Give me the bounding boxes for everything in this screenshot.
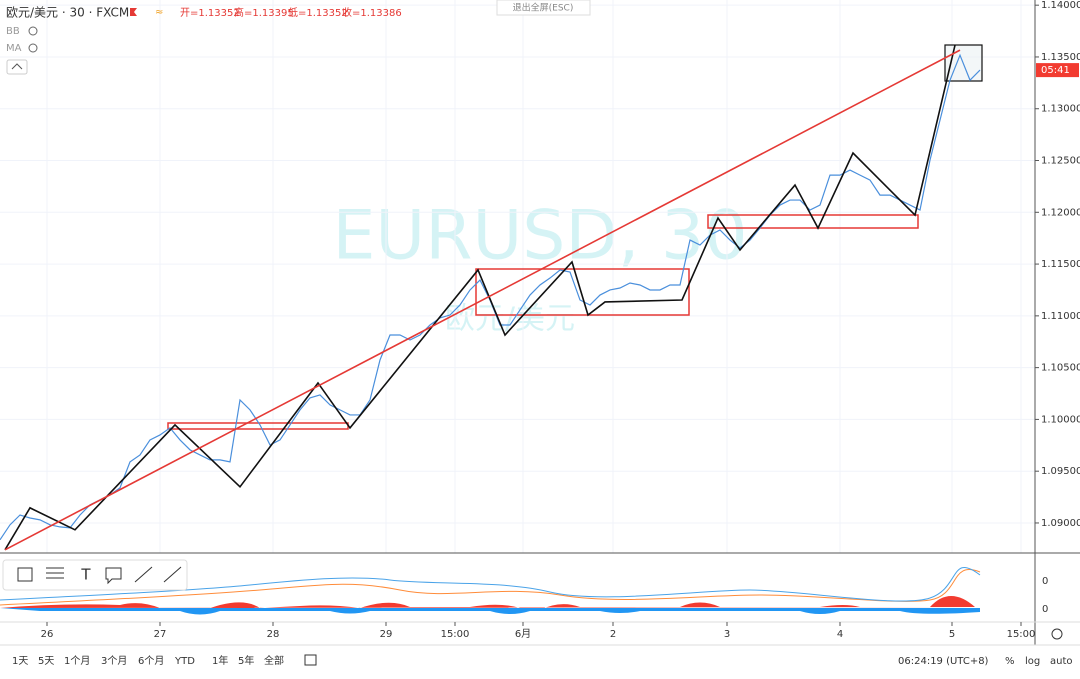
range-button[interactable]: 全部 bbox=[264, 654, 284, 667]
ohlc-value: 开=1.13352 bbox=[180, 8, 240, 19]
y-tick-label: 1.13000 bbox=[1041, 104, 1080, 115]
x-tick-label: 4 bbox=[837, 629, 843, 640]
series-zigzag bbox=[4, 44, 956, 551]
y-tick-label: 1.11000 bbox=[1041, 311, 1080, 322]
tool-rect[interactable] bbox=[17, 567, 33, 582]
drawing-toolbar bbox=[2, 559, 188, 591]
exit-fullscreen[interactable] bbox=[496, 0, 591, 16]
axis-option[interactable]: % bbox=[1005, 656, 1015, 667]
range-button[interactable]: 3个月 bbox=[101, 655, 127, 667]
exit-fullscreen-label: 退出全屏(ESC) bbox=[513, 2, 574, 14]
y-tick-label: 1.12500 bbox=[1041, 156, 1080, 167]
range-button[interactable]: 5天 bbox=[38, 656, 54, 667]
clock: 06:24:19 (UTC+8) bbox=[898, 656, 989, 667]
lower-axis-label: 0 bbox=[1042, 604, 1048, 615]
x-tick-label: 28 bbox=[267, 629, 280, 640]
series-trend bbox=[4, 49, 961, 551]
indicator-label: BB bbox=[6, 26, 20, 37]
grid bbox=[0, 0, 1035, 553]
bottom-toolbar: 1天 5天 1个月 3个月 6个月 YTD 1年 5年 全部 06:24:19 (UTC+8)% l… bbox=[12, 654, 1073, 667]
axis-option[interactable]: log bbox=[1025, 656, 1040, 667]
watermark-sub: 欧元/美元 bbox=[445, 302, 575, 337]
ohlc-value: 收=1.13386 bbox=[342, 6, 402, 19]
x-tick-label: 27 bbox=[154, 629, 167, 640]
y-tick-label: 1.09000 bbox=[1041, 518, 1080, 529]
tool-callout[interactable] bbox=[105, 567, 122, 585]
countdown: 05:41 bbox=[1041, 65, 1070, 76]
chevron bbox=[11, 63, 23, 70]
range-button[interactable]: 1个月 bbox=[64, 655, 90, 667]
ohlc-value: 高=1.13395 bbox=[234, 6, 294, 19]
compare-icon: ≈ bbox=[155, 7, 163, 18]
collapse-button[interactable] bbox=[6, 59, 28, 75]
y-tick-label: 1.10000 bbox=[1041, 414, 1080, 425]
calendar-icon[interactable] bbox=[304, 654, 317, 666]
indicator-label: MA bbox=[6, 43, 22, 54]
range-button[interactable]: 5年 bbox=[238, 654, 254, 667]
x-tick-label: 6月 bbox=[515, 628, 531, 640]
x-tick-label: 2 bbox=[610, 629, 616, 640]
lower-axis-label: 0 bbox=[1042, 576, 1048, 587]
y-tick-label: 1.13500 bbox=[1041, 52, 1080, 63]
range-button[interactable]: 6个月 bbox=[138, 655, 164, 667]
eye-icon[interactable] bbox=[28, 26, 38, 36]
range-button[interactable]: 1天 bbox=[12, 656, 28, 667]
tool-text[interactable]: T bbox=[80, 566, 91, 584]
x-tick-label: 15:00 bbox=[1007, 629, 1036, 640]
y-tick-label: 1.12000 bbox=[1041, 207, 1080, 218]
y-tick-label: 1.10500 bbox=[1041, 363, 1080, 374]
macd-line bbox=[0, 567, 981, 602]
x-tick-label: 26 bbox=[41, 629, 54, 640]
y-tick-label: 1.11500 bbox=[1041, 259, 1080, 270]
settings-icon[interactable] bbox=[1051, 628, 1063, 640]
box bbox=[707, 214, 919, 229]
x-tick-label: 3 bbox=[724, 629, 730, 640]
box bbox=[475, 268, 690, 316]
axis-option[interactable]: auto bbox=[1050, 656, 1073, 667]
tool-trend[interactable] bbox=[163, 566, 182, 583]
range-button[interactable]: YTD bbox=[174, 656, 195, 667]
x-tick-label: 29 bbox=[380, 629, 393, 640]
symbol: 欧元/美元 · 30 · FXCM bbox=[6, 6, 129, 20]
ohlc-value: 低=1.13352 bbox=[288, 6, 348, 19]
range-button[interactable]: 1年 bbox=[212, 654, 228, 667]
tool-ray[interactable] bbox=[134, 566, 153, 583]
tool-lines[interactable] bbox=[46, 567, 64, 579]
watermark: EURUSD, 30 bbox=[332, 197, 747, 276]
plot bbox=[0, 44, 981, 551]
flag-icon bbox=[130, 8, 137, 16]
eye-icon[interactable] bbox=[28, 43, 38, 53]
x-tick-label: 15:00 bbox=[441, 629, 470, 640]
x-tick-label: 5 bbox=[949, 629, 955, 640]
y-tick-label: 1.09500 bbox=[1041, 466, 1080, 477]
y-tick-label: 1.14000 bbox=[1041, 0, 1080, 11]
macd-histogram-down bbox=[0, 608, 980, 615]
countdown-tag bbox=[1036, 63, 1079, 78]
